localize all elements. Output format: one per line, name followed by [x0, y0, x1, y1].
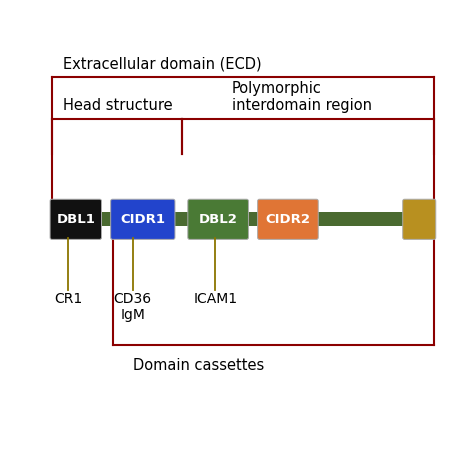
- FancyBboxPatch shape: [403, 199, 436, 239]
- FancyBboxPatch shape: [50, 199, 101, 239]
- FancyBboxPatch shape: [52, 212, 434, 226]
- Text: Polymorphic
interdomain region: Polymorphic interdomain region: [232, 81, 372, 113]
- Text: Extracellular domain (ECD): Extracellular domain (ECD): [63, 56, 262, 72]
- Text: DBL1: DBL1: [56, 213, 95, 226]
- Text: CIDR2: CIDR2: [265, 213, 310, 226]
- FancyBboxPatch shape: [258, 199, 318, 239]
- Text: ICAM1: ICAM1: [193, 292, 237, 306]
- FancyBboxPatch shape: [110, 199, 175, 239]
- Text: Domain cassettes: Domain cassettes: [133, 358, 264, 373]
- FancyBboxPatch shape: [188, 199, 248, 239]
- Text: CD36
IgM: CD36 IgM: [114, 292, 152, 322]
- Text: CR1: CR1: [55, 292, 82, 306]
- Text: DBL2: DBL2: [199, 213, 237, 226]
- Text: Head structure: Head structure: [63, 99, 173, 113]
- Text: CIDR1: CIDR1: [120, 213, 165, 226]
